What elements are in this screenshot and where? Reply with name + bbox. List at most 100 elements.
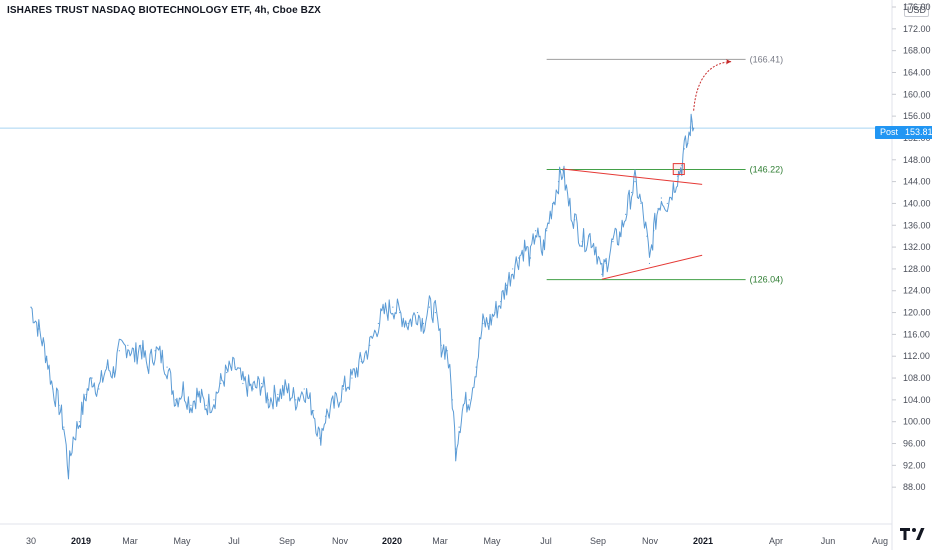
data-point <box>494 311 496 314</box>
data-point <box>196 393 198 396</box>
data-point <box>541 251 544 254</box>
y-tick-label: 128.00 <box>903 264 931 274</box>
x-tick-label: 2019 <box>71 536 91 546</box>
data-point <box>63 426 65 428</box>
x-tick-label: Sep <box>279 536 295 546</box>
price-line[interactable] <box>30 113 695 480</box>
data-point <box>428 306 430 308</box>
data-point <box>242 382 244 385</box>
trendline[interactable] <box>601 254 703 280</box>
data-point <box>482 322 484 325</box>
data-point <box>105 366 108 368</box>
data-point <box>85 393 87 396</box>
data-point <box>190 404 192 406</box>
data-point <box>140 344 142 346</box>
y-tick-label: 156.00 <box>903 111 931 121</box>
x-tick-label: Apr <box>769 536 783 546</box>
projection-arrow[interactable] <box>693 61 732 111</box>
data-point <box>488 322 490 325</box>
data-point <box>52 388 54 390</box>
price-series <box>30 113 695 480</box>
data-point <box>683 148 685 150</box>
data-point <box>689 126 691 128</box>
y-tick-label: 140.00 <box>903 198 931 208</box>
data-point <box>676 175 679 177</box>
x-tick-label: 2020 <box>382 536 402 546</box>
y-tick-label: 132.00 <box>903 242 931 252</box>
x-tick-label: Jul <box>540 536 552 546</box>
x-tick-label: Mar <box>432 536 448 546</box>
y-tick-label: 148.00 <box>903 155 931 165</box>
data-point <box>529 257 532 259</box>
data-point <box>646 235 648 237</box>
data-point <box>118 350 120 352</box>
y-tick-label: 96.00 <box>903 439 926 449</box>
y-tick-label: 108.00 <box>903 373 931 383</box>
y-tick-label: 168.00 <box>903 46 931 56</box>
currency-label[interactable]: USD <box>904 4 930 17</box>
chart-title: ISHARES TRUST NASDAQ BIOTECHNOLOGY ETF, … <box>7 5 321 16</box>
x-tick-label: Jul <box>228 536 240 546</box>
data-point <box>392 306 394 308</box>
breakout-box[interactable] <box>672 163 685 176</box>
y-tick-label: 100.00 <box>903 417 931 427</box>
data-point <box>500 301 502 303</box>
data-point <box>267 399 270 401</box>
y-tick-label: 116.00 <box>903 329 930 339</box>
y-tick-label: 172.00 <box>903 24 931 34</box>
data-point <box>377 322 379 325</box>
time-axis[interactable]: 30 2019 Mar May Jul Sep Nov 2020 Mar May Jul Sep Nov… <box>26 536 888 546</box>
data-point <box>422 322 425 325</box>
x-tick-label: Nov <box>332 536 349 546</box>
data-point <box>72 437 74 439</box>
drawings <box>562 59 732 280</box>
data-point <box>612 241 614 243</box>
horizontal-levels: (166.41) (146.22) (126.04) <box>0 54 892 285</box>
data-point <box>213 399 215 401</box>
data-point <box>640 202 642 205</box>
data-point <box>631 191 633 194</box>
price-axis[interactable]: 176.00172.00168.00164.00160.00156.00152.… <box>892 2 931 492</box>
data-point <box>691 120 693 123</box>
y-tick-label: 112.00 <box>903 351 930 361</box>
data-point <box>666 202 668 205</box>
last-price-tag: 153.81 <box>901 126 932 139</box>
x-tick-label: Jun <box>821 536 836 546</box>
data-point <box>112 371 114 374</box>
x-tick-label: May <box>483 536 501 546</box>
data-point <box>383 311 385 314</box>
data-point <box>174 399 177 401</box>
data-point <box>546 230 548 232</box>
trendline[interactable] <box>562 168 703 185</box>
y-tick-label: 176.00 <box>903 2 931 12</box>
data-point <box>226 371 228 374</box>
y-tick-label: 144.00 <box>903 177 931 187</box>
data-point <box>342 388 345 390</box>
x-tick-label: Mar <box>122 536 138 546</box>
data-point <box>154 350 156 352</box>
data-point <box>568 202 570 205</box>
tradingview-logo-icon[interactable] <box>898 524 928 544</box>
x-tick-label: Nov <box>642 536 659 546</box>
data-point <box>146 366 149 368</box>
y-tick-label: 164.00 <box>903 67 931 77</box>
data-point <box>681 164 683 166</box>
y-tick-label: 92.00 <box>903 460 926 470</box>
y-tick-label: 120.00 <box>903 308 931 318</box>
data-point <box>589 235 591 237</box>
data-point <box>38 328 40 330</box>
data-point <box>562 170 564 172</box>
data-point <box>318 437 321 439</box>
data-point <box>369 344 371 346</box>
data-point <box>440 344 442 346</box>
data-point <box>595 246 597 248</box>
data-point <box>506 284 508 286</box>
post-session-tag: Post <box>875 126 904 139</box>
data-point <box>166 366 168 368</box>
data-point <box>182 388 184 390</box>
data-point <box>252 388 254 390</box>
data-point <box>324 415 327 417</box>
data-point <box>234 366 236 368</box>
